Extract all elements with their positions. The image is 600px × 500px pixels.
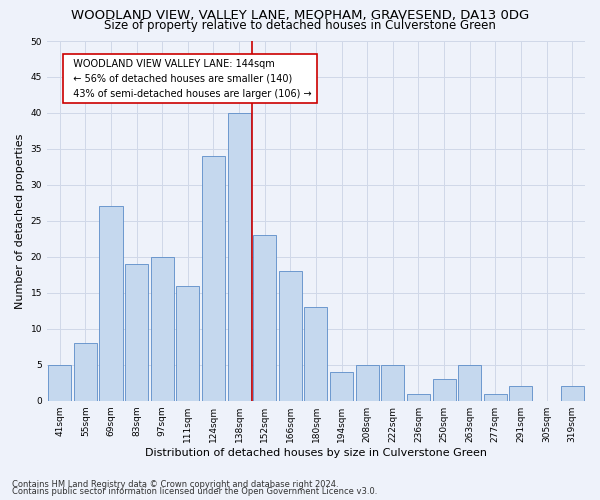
Bar: [509, 386, 532, 400]
Bar: [560, 386, 584, 400]
Bar: [100, 206, 122, 400]
Text: Size of property relative to detached houses in Culverstone Green: Size of property relative to detached ho…: [104, 18, 496, 32]
Bar: [407, 394, 430, 400]
X-axis label: Distribution of detached houses by size in Culverstone Green: Distribution of detached houses by size …: [145, 448, 487, 458]
Bar: [279, 271, 302, 400]
Bar: [433, 379, 455, 400]
Bar: [202, 156, 225, 400]
Text: Contains HM Land Registry data © Crown copyright and database right 2024.: Contains HM Land Registry data © Crown c…: [12, 480, 338, 489]
Y-axis label: Number of detached properties: Number of detached properties: [15, 133, 25, 308]
Text: WOODLAND VIEW VALLEY LANE: 144sqm
  ← 56% of detached houses are smaller (140)
 : WOODLAND VIEW VALLEY LANE: 144sqm ← 56% …: [67, 59, 312, 98]
Bar: [227, 113, 251, 401]
Bar: [74, 343, 97, 400]
Text: Contains public sector information licensed under the Open Government Licence v3: Contains public sector information licen…: [12, 487, 377, 496]
Bar: [458, 364, 481, 400]
Bar: [304, 307, 328, 400]
Bar: [48, 364, 71, 400]
Bar: [125, 264, 148, 400]
Bar: [330, 372, 353, 400]
Bar: [356, 364, 379, 400]
Bar: [253, 235, 276, 400]
Bar: [176, 286, 199, 401]
Bar: [484, 394, 507, 400]
Text: WOODLAND VIEW, VALLEY LANE, MEOPHAM, GRAVESEND, DA13 0DG: WOODLAND VIEW, VALLEY LANE, MEOPHAM, GRA…: [71, 9, 529, 22]
Bar: [151, 257, 174, 400]
Bar: [381, 364, 404, 400]
